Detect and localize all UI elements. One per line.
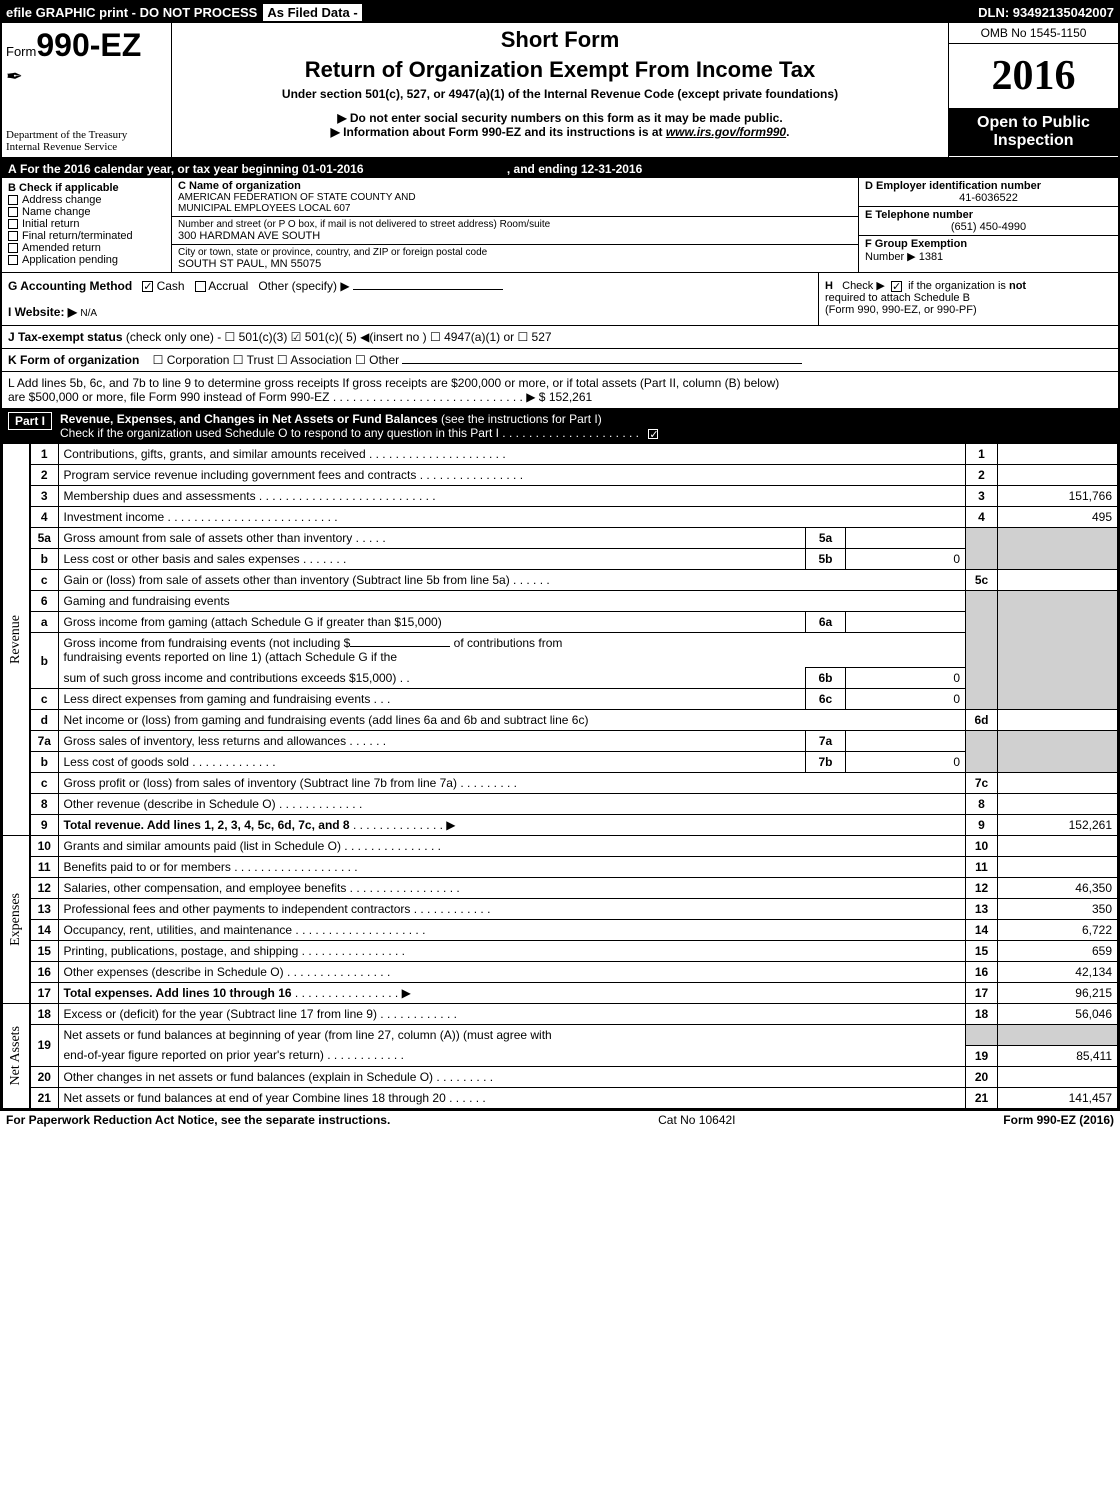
form-number: 990-EZ bbox=[36, 27, 141, 63]
val-3: 151,766 bbox=[998, 486, 1118, 507]
city-label: City or town, state or province, country… bbox=[178, 247, 852, 258]
h-block: H Check ▶ if the organization is not req… bbox=[818, 273, 1118, 325]
bullet-info-post: . bbox=[786, 125, 789, 139]
chk-amended[interactable] bbox=[8, 243, 18, 253]
ein: 41-6036522 bbox=[865, 192, 1112, 204]
as-filed-box: As Filed Data - bbox=[263, 4, 361, 21]
bullet-info-pre: ▶ Information about Form 990-EZ and its … bbox=[331, 125, 666, 139]
footer-left: For Paperwork Reduction Act Notice, see … bbox=[6, 1113, 390, 1127]
ghi-block: G Accounting Method Cash Accrual Other (… bbox=[2, 273, 1118, 326]
chk-cash[interactable] bbox=[142, 281, 153, 292]
phone: (651) 450-4990 bbox=[865, 221, 1112, 233]
org-name-1: AMERICAN FEDERATION OF STATE COUNTY AND bbox=[178, 192, 852, 203]
open-to-public: Open to Public Inspection bbox=[949, 108, 1118, 156]
footer-mid: Cat No 10642I bbox=[390, 1113, 1003, 1127]
k-row: K Form of organization ☐ Corporation ☐ T… bbox=[2, 349, 1118, 372]
chk-schedule-o[interactable] bbox=[648, 429, 658, 439]
footer: For Paperwork Reduction Act Notice, see … bbox=[0, 1111, 1120, 1129]
header-right: OMB No 1545-1150 2016 Open to Public Ins… bbox=[948, 23, 1118, 157]
chk-accrual[interactable] bbox=[195, 281, 206, 292]
irs-link[interactable]: www.irs.gov/form990 bbox=[666, 125, 786, 139]
website-val: N/A bbox=[80, 308, 97, 319]
expenses-side: Expenses bbox=[3, 836, 31, 1004]
b-title: B Check if applicable bbox=[8, 182, 165, 194]
form-prefix: Form bbox=[6, 44, 36, 59]
part-1-header: Part I Revenue, Expenses, and Changes in… bbox=[2, 409, 1118, 443]
col-c: C Name of organization AMERICAN FEDERATI… bbox=[172, 178, 858, 272]
val-4: 495 bbox=[998, 507, 1118, 528]
city: SOUTH ST PAUL, MN 55075 bbox=[178, 258, 852, 270]
col-b: B Check if applicable Address change Nam… bbox=[2, 178, 172, 272]
header-left: Form990-EZ ✒ Department of the Treasury … bbox=[2, 23, 172, 157]
revenue-side: Revenue bbox=[3, 444, 31, 836]
bullet-ssn: ▶ Do not enter social security numbers o… bbox=[180, 111, 940, 125]
short-form-label: Short Form bbox=[180, 27, 940, 53]
dept-irs: Internal Revenue Service bbox=[6, 141, 167, 153]
total-revenue: 152,261 bbox=[998, 815, 1118, 836]
net-assets-end: 141,457 bbox=[998, 1087, 1118, 1108]
gross-receipts: 152,261 bbox=[549, 390, 592, 404]
netassets-side: Net Assets bbox=[3, 1004, 31, 1109]
chk-initial[interactable] bbox=[8, 219, 18, 229]
header: Form990-EZ ✒ Department of the Treasury … bbox=[2, 23, 1118, 159]
info-bullets: ▶ Do not enter social security numbers o… bbox=[180, 111, 940, 139]
org-name-2: MUNICIPAL EMPLOYEES LOCAL 607 bbox=[178, 203, 852, 214]
col-d: D Employer identification number 41-6036… bbox=[858, 178, 1118, 272]
street-label: Number and street (or P O box, if mail i… bbox=[178, 219, 852, 230]
chk-h[interactable] bbox=[891, 281, 902, 292]
section-bcd: B Check if applicable Address change Nam… bbox=[2, 178, 1118, 273]
c-label: C Name of organization bbox=[178, 180, 852, 192]
street: 300 HARDMAN AVE SOUTH bbox=[178, 230, 852, 242]
j-row: J Tax-exempt status (check only one) - ☐… bbox=[2, 326, 1118, 349]
d-label: D Employer identification number bbox=[865, 180, 1112, 192]
omb-number: OMB No 1545-1150 bbox=[949, 23, 1118, 44]
dept-treasury: Department of the Treasury bbox=[6, 129, 167, 141]
return-title: Return of Organization Exempt From Incom… bbox=[180, 57, 940, 83]
e-label: E Telephone number bbox=[865, 209, 1112, 221]
topbar: efile GRAPHIC print - DO NOT PROCESS As … bbox=[2, 2, 1118, 23]
chk-final[interactable] bbox=[8, 231, 18, 241]
part1-table: Revenue 1 Contributions, gifts, grants, … bbox=[2, 443, 1118, 1109]
tax-year: 2016 bbox=[949, 44, 1118, 108]
header-mid: Short Form Return of Organization Exempt… bbox=[172, 23, 948, 157]
i-label: I Website: ▶ bbox=[8, 305, 77, 319]
chk-address[interactable] bbox=[8, 195, 18, 205]
form-990ez: efile GRAPHIC print - DO NOT PROCESS As … bbox=[0, 0, 1120, 1111]
f-label: F Group Exemption bbox=[865, 238, 967, 250]
g-label: G Accounting Method bbox=[8, 279, 132, 293]
dln: DLN: 93492135042007 bbox=[978, 5, 1114, 20]
under-section: Under section 501(c), 527, or 4947(a)(1)… bbox=[180, 87, 940, 101]
footer-right: Form 990-EZ (2016) bbox=[1003, 1113, 1114, 1127]
l-row: L Add lines 5b, 6c, and 7b to line 9 to … bbox=[2, 372, 1118, 409]
f-label2: Number ▶ bbox=[865, 251, 916, 263]
f-val: 1381 bbox=[919, 251, 943, 263]
chk-pending[interactable] bbox=[8, 255, 18, 265]
total-expenses: 96,215 bbox=[998, 983, 1118, 1004]
chk-name[interactable] bbox=[8, 207, 18, 217]
row-a: A For the 2016 calendar year, or tax yea… bbox=[2, 159, 1118, 178]
efile-text: efile GRAPHIC print - DO NOT PROCESS bbox=[6, 5, 257, 20]
